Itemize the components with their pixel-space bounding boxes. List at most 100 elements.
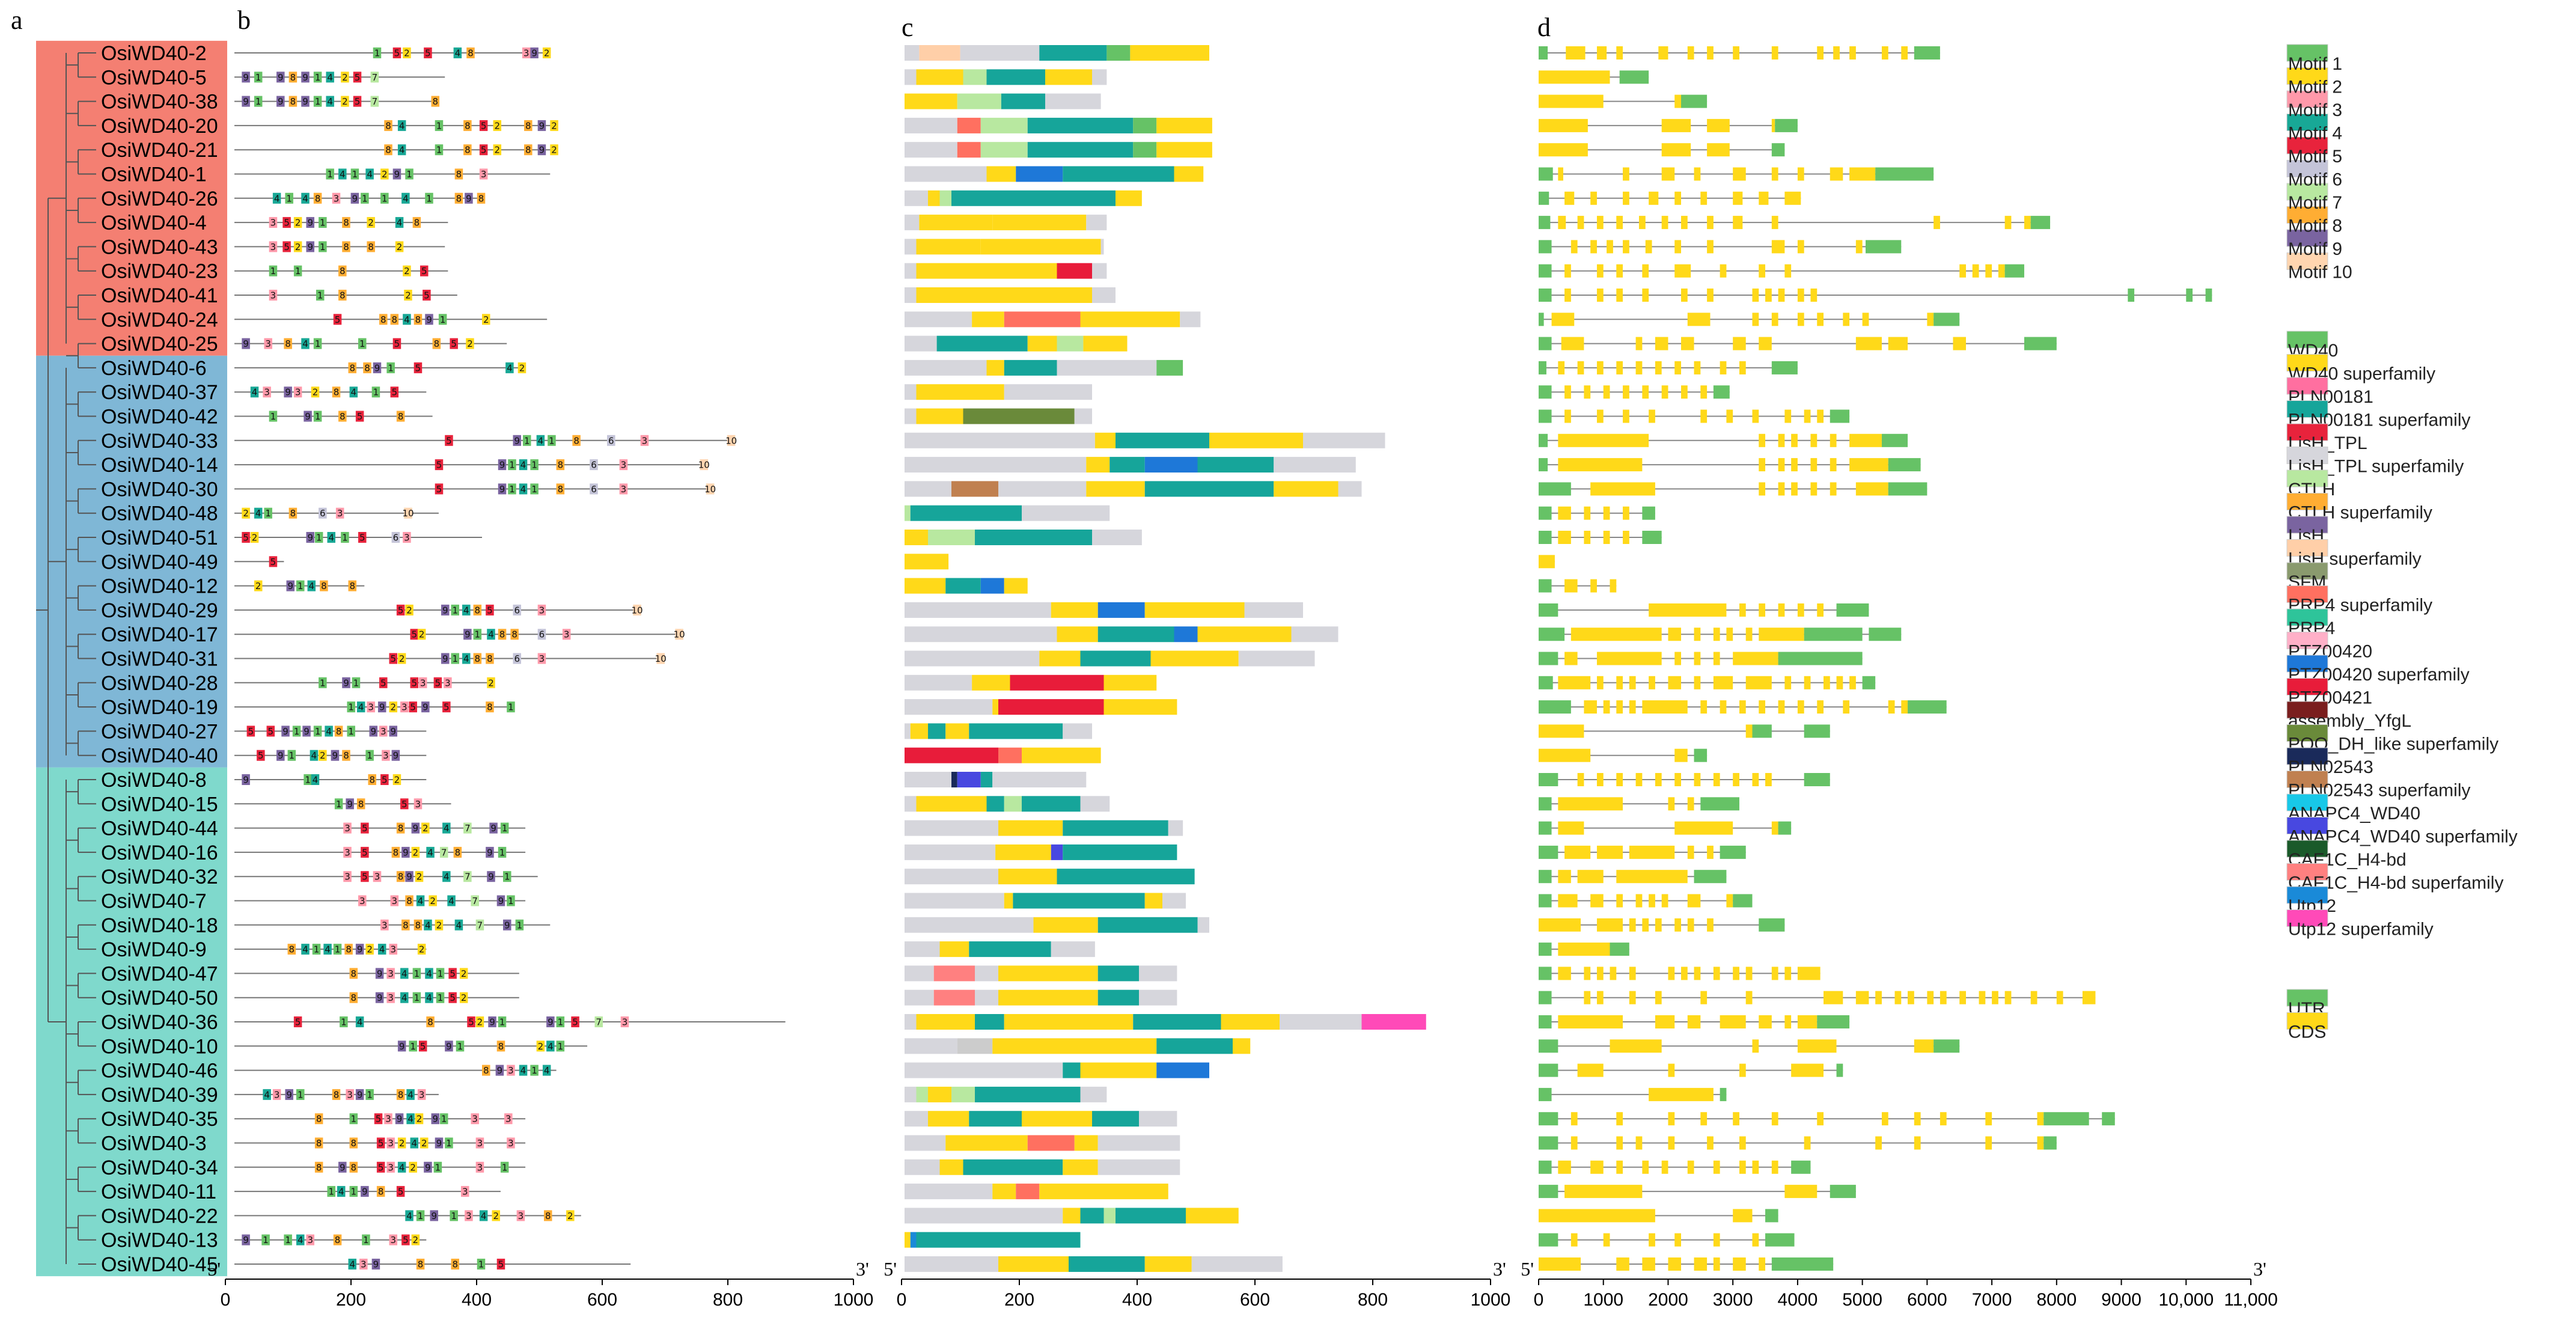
motif-box: [590, 483, 598, 495]
motif-number: 2: [406, 605, 412, 616]
motif-number: 3: [270, 218, 276, 228]
gene-label: OsiWD40-13: [101, 1229, 218, 1252]
motif-number: 4: [407, 1089, 414, 1100]
domain-box: [1097, 989, 1139, 1006]
domain-box: [1191, 1256, 1283, 1272]
cds-block: [1875, 1136, 1882, 1150]
motif-box: [454, 192, 463, 204]
motif-box: [445, 1137, 453, 1149]
cds-block: [1784, 1015, 1792, 1028]
motif-number: 5: [359, 533, 365, 543]
cds-block: [1616, 773, 1623, 786]
motif-box: [479, 1210, 488, 1221]
motif-number: 2: [313, 387, 319, 398]
domain-box: [905, 142, 957, 158]
motif-box: [503, 871, 511, 882]
cds-block: [1584, 506, 1591, 520]
axis-tick-label-c: 800: [1358, 1290, 1388, 1310]
domain-box: [998, 869, 1057, 885]
domain-box: [1027, 335, 1057, 352]
motif-number: 1: [502, 823, 508, 834]
utr-block: [1539, 313, 1544, 326]
motif-number: 9: [343, 677, 349, 688]
motif-box: [442, 701, 451, 713]
cds-block: [1713, 967, 1720, 980]
motif-box: [473, 629, 482, 640]
motif-number: 5: [355, 72, 361, 83]
motif-number: 3: [415, 799, 421, 810]
motif-box: [254, 96, 263, 107]
motif-box: [498, 629, 507, 640]
motif-box: [475, 919, 484, 930]
cds-block: [1616, 264, 1623, 278]
cds-block: [1901, 700, 1908, 714]
cds-block: [1707, 143, 1730, 157]
motif-box: [376, 1161, 385, 1173]
motif-box: [504, 1113, 513, 1125]
motif-box: [264, 338, 272, 349]
gene-label: OsiWD40-47: [101, 962, 218, 985]
cds-block: [1616, 1112, 1623, 1126]
cds-block: [1713, 1160, 1720, 1174]
motif-number: 1: [558, 1017, 564, 1028]
motif-number: 7: [596, 1017, 602, 1028]
motif-box: [242, 338, 250, 349]
motif-box: [293, 241, 302, 252]
motif-number: 4: [520, 460, 526, 471]
motif-box: [522, 435, 531, 446]
motif-box: [281, 726, 290, 737]
motif-box: [417, 944, 426, 955]
motif-number: 6: [608, 435, 614, 446]
motif-number: 1: [509, 484, 515, 495]
motif-number: 5: [421, 266, 427, 277]
gene-label: OsiWD40-18: [101, 914, 218, 937]
motif-box: [513, 435, 521, 446]
domain-box: [905, 844, 996, 860]
domain-legend-swatch: [2286, 377, 2328, 395]
motif-number: 8: [525, 120, 531, 131]
motif-box: [371, 387, 380, 398]
motif-box: [326, 72, 334, 83]
cds-block: [1596, 264, 1604, 278]
motif-box: [242, 532, 250, 543]
motif-number: 1: [320, 677, 326, 688]
motif-number: 4: [338, 1187, 344, 1197]
motif-number: 1: [388, 362, 394, 373]
motif-box: [620, 1016, 629, 1027]
cds-block: [1733, 1257, 1746, 1271]
motif-box: [405, 604, 414, 616]
motif-number: 5: [498, 1259, 504, 1270]
cds-block: [1642, 264, 1649, 278]
domain-box: [1168, 820, 1183, 836]
cds-block: [1707, 46, 1714, 60]
domain-box: [905, 1038, 957, 1054]
motif-number: 8: [511, 629, 517, 640]
motif-box: [368, 774, 376, 785]
motif-number: 4: [456, 920, 462, 930]
motif-box: [375, 992, 384, 1003]
motif-box: [418, 677, 427, 688]
motif-number: 8: [468, 48, 474, 59]
domain-legend-swatch: [2286, 516, 2328, 534]
motif-number: 1: [367, 750, 373, 761]
motif-number: 3: [505, 1114, 511, 1125]
motif-box: [508, 459, 516, 471]
motif-number: 1: [367, 1089, 373, 1100]
cds-block: [1655, 1015, 1675, 1028]
motif-number: 4: [367, 169, 373, 180]
cds-block: [1596, 773, 1604, 786]
cds-block: [1752, 289, 1759, 302]
domain-box: [1197, 626, 1292, 643]
motif-number: 5: [394, 48, 400, 59]
motif-box: [269, 290, 278, 301]
motif-box: [463, 822, 472, 834]
domain-box: [1097, 602, 1145, 618]
motif-number: 3: [477, 1138, 483, 1149]
domain-box: [1086, 481, 1145, 497]
motif-box: [396, 871, 405, 882]
cds-block: [1623, 409, 1629, 423]
cds-block: [1824, 676, 1830, 689]
domain-box: [1092, 287, 1116, 303]
motif-box: [285, 192, 293, 204]
cds-block: [1881, 1112, 1888, 1126]
